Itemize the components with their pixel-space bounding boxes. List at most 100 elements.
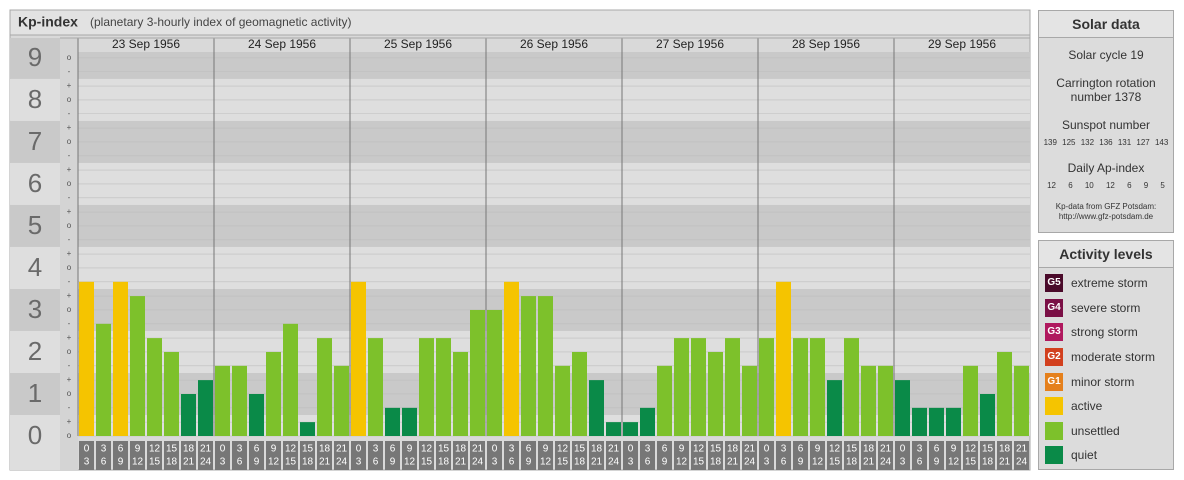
number: 139 [1043,138,1057,147]
hour-label: 24 [472,457,484,468]
legend-label: quiet [1071,448,1098,463]
hour-label: 9 [934,457,940,468]
source: Kp-data from GFZ Potsdam: http://www.gfz-… [1039,202,1173,222]
hour-label: 6 [798,444,804,455]
bar [402,407,417,436]
x-tick-label: 25 Sep 1956 [384,37,452,51]
solar-panel: Solar data Solar cycle 19 Carrington rot… [1038,10,1174,233]
hour-label: 9 [271,444,277,455]
bar [980,393,995,436]
hour-label: 12 [540,457,552,468]
hour-box [283,441,298,470]
hour-label: 6 [101,457,107,468]
bar [300,422,315,436]
hour-label: 18 [591,444,603,455]
hour-label: 9 [815,444,821,455]
hour-label: 9 [135,444,141,455]
legend-swatch: G4 [1045,298,1063,317]
hour-box [810,441,825,470]
hour-label: 18 [302,457,314,468]
bar [436,338,451,436]
hour-box [793,441,808,470]
x-tick-label: 29 Sep 1956 [928,37,996,51]
hour-box [181,441,196,470]
y-minor-label: - [68,193,71,202]
bar [776,281,791,436]
hour-label: 3 [373,444,379,455]
hour-label: 21 [863,457,875,468]
y-minor-label: + [67,81,72,90]
hour-label: 12 [812,457,824,468]
hour-label: 6 [509,457,515,468]
hour-box [861,441,876,470]
minor-label-col [60,38,78,470]
y-minor-label: + [67,417,72,426]
hour-label: 15 [438,444,450,455]
y-minor-label: o [67,305,72,314]
number: 132 [1080,138,1095,147]
number: 127 [1136,138,1150,147]
hour-label: 18 [319,444,331,455]
bar [572,351,587,436]
y-tick-label: 3 [28,294,42,324]
bar [232,365,247,436]
y-label-band [10,204,60,247]
hour-label: 6 [645,457,651,468]
hour-box [436,441,451,470]
y-minor-label: - [68,67,71,76]
bar [742,365,757,436]
hour-label: 9 [679,444,685,455]
x-tick-label: 24 Sep 1956 [248,37,316,51]
y-tick-label: 0 [28,420,42,450]
hour-label: 24 [880,457,892,468]
hour-label: 15 [846,444,858,455]
y-label-band [10,372,60,415]
levels-list: G5 extreme storm G4 severe storm G3 strong st… [1039,268,1173,468]
band [78,52,1030,79]
bar [504,281,519,436]
hour-label: 0 [492,444,498,455]
hour-label: 6 [917,457,923,468]
hour-label: 21 [455,457,467,468]
hour-label: 21 [999,457,1011,468]
bar [215,365,230,436]
hour-label: 21 [608,444,620,455]
ap-values: 12 6 10 12 6 9 5 [1039,181,1173,190]
hour-label: 12 [285,444,297,455]
number: 125 [1062,138,1076,147]
carrington: Carrington rotation number 1378 [1056,76,1156,104]
hour-label: 15 [693,457,705,468]
hour-box [555,441,570,470]
legend-item: G2 moderate storm [1039,345,1173,370]
hour-label: 6 [237,457,243,468]
y-tick-label: 5 [28,210,42,240]
hour-label: 3 [900,457,906,468]
y-minor-label: + [67,249,72,258]
bar [810,338,825,436]
hour-label: 6 [662,444,668,455]
bar [691,338,706,436]
y-minor-label: - [68,151,71,160]
bar [334,365,349,436]
bar [1014,365,1029,436]
hour-label: 6 [373,457,379,468]
hour-label: 3 [628,457,634,468]
number: 9 [1143,181,1149,190]
bar [249,393,264,436]
hour-box [266,441,281,470]
legend-label: active [1071,399,1103,414]
number: 12 [1047,181,1056,190]
bar [878,365,893,436]
number: 10 [1084,181,1094,190]
number: 136 [1099,138,1113,147]
legend-swatch: G1 [1045,372,1063,391]
hour-label: 12 [132,457,144,468]
hour-label: 9 [118,457,124,468]
legend-label: extreme storm [1071,276,1148,291]
bar [759,338,774,436]
hour-box [232,441,247,470]
y-minor-label: + [67,333,72,342]
hour-box [147,441,162,470]
hour-box [504,441,519,470]
